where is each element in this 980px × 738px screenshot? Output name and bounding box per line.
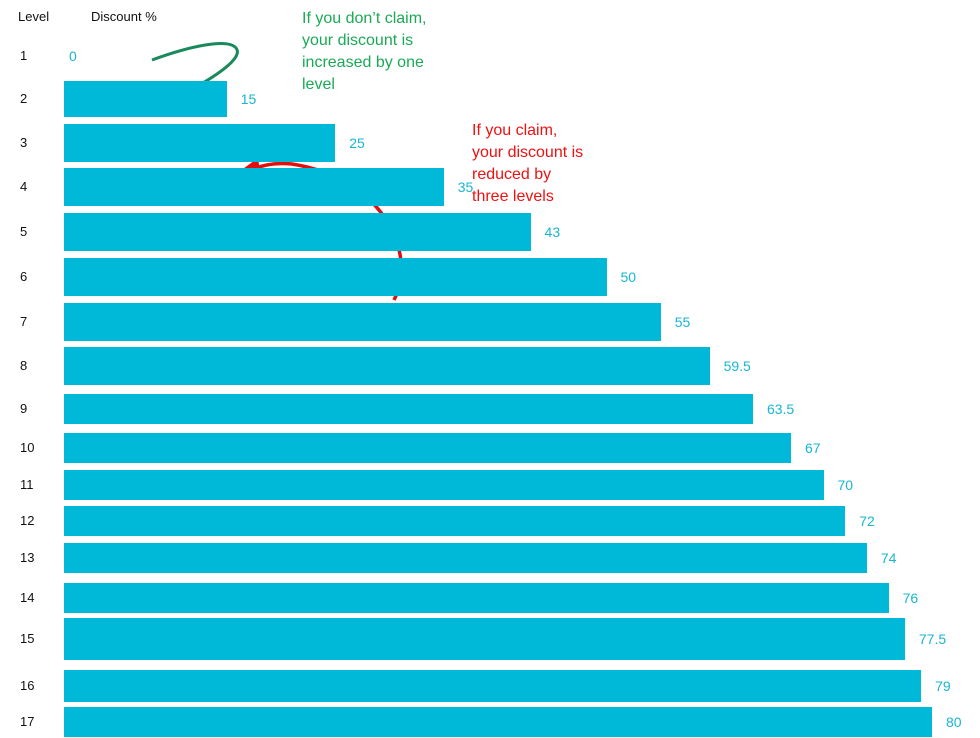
level-column-header: Level [18, 9, 50, 24]
discount-bar [64, 506, 846, 536]
discount-bar [64, 347, 710, 385]
claim-annotation-line: your discount is [472, 144, 584, 161]
discount-value-label: 15 [240, 91, 257, 107]
discount-bar [64, 707, 932, 737]
discount-bar [64, 258, 607, 296]
no-claim-annotation-line: your discount is [302, 32, 414, 49]
level-tick-label: 12 [20, 513, 35, 528]
level-tick-label: 5 [20, 224, 28, 239]
claim-annotation-line: reduced by [472, 166, 552, 183]
claim-annotation: If you claim, your discount is reduced b… [472, 120, 583, 208]
discount-value-label: 77.5 [918, 631, 947, 647]
discount-value-label: 59.5 [723, 358, 751, 374]
level-tick-label: 16 [20, 678, 35, 693]
discount-value-label: 35 [457, 179, 474, 195]
discount-bar [64, 168, 444, 206]
discount-value-label: 80 [946, 714, 962, 730]
level-tick-label: 10 [20, 440, 35, 455]
discount-value-label: 67 [804, 440, 821, 456]
discount-value-label: 55 [674, 314, 691, 330]
no-claim-annotation-line: increased by one [302, 54, 424, 71]
discount-bar [64, 213, 531, 251]
discount-value-label: 25 [349, 135, 365, 151]
discount-bar [64, 81, 227, 117]
level-tick-label: 2 [20, 91, 28, 106]
discount-value-label: 0 [69, 48, 77, 64]
level-tick-label: 13 [20, 550, 35, 565]
discount-value-label: 50 [620, 269, 637, 285]
no-claim-annotation-line: level [302, 76, 335, 93]
discount-bar [64, 303, 661, 341]
level-tick-label: 14 [20, 590, 35, 605]
discount-value-label: 63.5 [766, 401, 795, 417]
claim-annotation-line: If you claim, [472, 122, 558, 139]
level-tick-label: 9 [20, 401, 28, 416]
discount-value-label: 74 [880, 550, 897, 566]
discount-value-label: 72 [859, 513, 875, 529]
discount-bar [64, 124, 336, 162]
no-claim-annotation: If you don’t claim, your discount is inc… [302, 8, 427, 96]
level-tick-label: 1 [20, 48, 28, 63]
discount-value-label: 79 [935, 678, 951, 694]
level-tick-label: 17 [20, 714, 35, 729]
discount-bar [64, 470, 824, 500]
discount-column-header: Discount % [91, 9, 157, 24]
level-tick-label: 11 [20, 477, 34, 492]
discount-bar [64, 670, 922, 702]
discount-bar [64, 543, 867, 573]
discount-bar [64, 618, 905, 660]
discount-value-label: 43 [544, 224, 561, 240]
level-tick-label: 6 [20, 269, 28, 284]
discount-bar [64, 583, 889, 613]
claim-annotation-line: three levels [472, 188, 554, 205]
discount-bar [64, 433, 791, 463]
level-tick-label: 4 [20, 179, 28, 194]
level-tick-label: 7 [20, 314, 28, 329]
no-claim-annotation-line: If you don’t claim, [302, 10, 427, 27]
discount-bar [64, 394, 753, 424]
discount-value-label: 70 [837, 477, 854, 493]
discount-value-label: 76 [902, 590, 919, 606]
level-tick-label: 15 [20, 631, 35, 646]
level-tick-label: 8 [20, 358, 28, 373]
level-tick-label: 3 [20, 135, 28, 150]
